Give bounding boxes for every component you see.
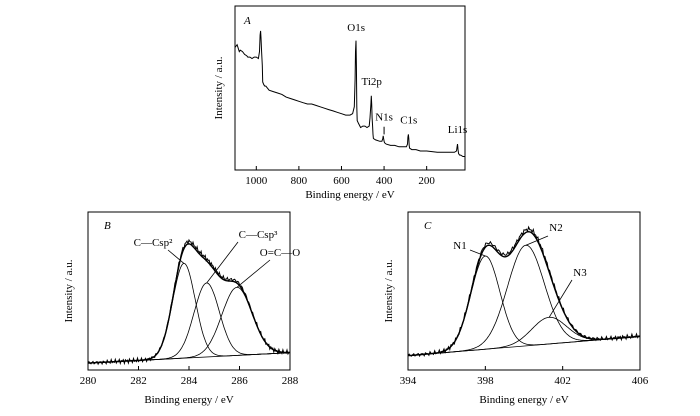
panel-b-peak-label-2: C—Csp³ <box>239 229 278 241</box>
panel-c-component-1 <box>407 255 641 356</box>
panel-b-xtick-label: 280 <box>80 375 97 387</box>
panel-a-spectrum-line <box>234 30 465 157</box>
panel-a-peak-label: N1s <box>375 112 393 124</box>
panel-c-component-3 <box>407 316 641 356</box>
panel-a-peak-label: Li1s <box>448 124 468 136</box>
panel-a-xtick-label: 1000 <box>245 175 268 187</box>
panel-c-ylabel: Intensity / a.u. <box>383 259 395 322</box>
panel-a-ylabel: Intensity / a.u. <box>213 56 225 119</box>
panel-b-xlabel: Binding energy / eV <box>144 394 233 406</box>
panel-a-label: A <box>243 15 251 27</box>
panel-c-plot: 394 398 402 406 N1 N2 N3 <box>400 222 649 387</box>
panel-b-peak-arrow-3 <box>236 259 271 288</box>
panel-a-plot: 1000 800 600 400 200 O1s Ti2p N1s C1s Li1s <box>234 22 468 187</box>
panel-c-xlabel: Binding energy / eV <box>479 394 568 406</box>
panel-c-peak-arrow-1 <box>469 249 486 257</box>
panel-b-peak-label-1: C—Csp² <box>134 237 173 249</box>
panel-c-frame <box>407 211 641 371</box>
panel-c-xtick-label: 398 <box>477 375 494 387</box>
panel-a-xtick-label: 800 <box>291 175 308 187</box>
panel-b-component-3 <box>88 286 290 364</box>
panel-b-ylabel: Intensity / a.u. <box>63 259 75 322</box>
panel-c-xtick-label: 394 <box>400 375 417 387</box>
panel-b-fit-envelope <box>88 243 290 364</box>
panel-a-peak-label: C1s <box>400 115 417 127</box>
panel-b-xtick-label: 288 <box>282 375 299 387</box>
panel-c-peak-arrow-2 <box>525 235 549 246</box>
panel-a-xtick-label: 400 <box>376 175 393 187</box>
panel-a-xtick-label: 600 <box>333 175 350 187</box>
panel-b-peak-label-3: O=C—O <box>260 247 300 259</box>
panel-b-component-2 <box>88 282 290 364</box>
panel-b-peak-arrow-2 <box>206 241 239 284</box>
panel-c-peak-label-1: N1 <box>453 240 466 252</box>
panel-a-xtick-label: 200 <box>418 175 435 187</box>
panel-b-component-1 <box>88 262 290 364</box>
panel-b-peak-arrow-1 <box>167 249 185 264</box>
panel-a-peak-label: Ti2p <box>362 76 383 88</box>
panel-c-label: C <box>424 220 432 232</box>
panel-c-peak-label-3: N3 <box>573 267 587 279</box>
panel-b-xtick-label: 284 <box>181 375 198 387</box>
panel-a-frame <box>234 5 466 171</box>
panel-c-fit-envelope <box>407 230 641 357</box>
panel-b-plot: 280 282 284 286 288 C—Csp² C—Csp³ O=C—O <box>80 229 301 387</box>
panel-b-xtick-label: 282 <box>130 375 147 387</box>
panel-a-peak-label: O1s <box>347 22 365 34</box>
panel-b-xtick-label: 286 <box>231 375 248 387</box>
panel-c-xtick-label: 406 <box>632 375 649 387</box>
panel-b-label: B <box>104 220 111 232</box>
panel-c-peak-label-2: N2 <box>549 222 562 234</box>
panel-c-peak-arrow-3 <box>548 279 573 318</box>
panel-a-xlabel: Binding energy / eV <box>305 189 394 201</box>
panel-c-xtick-label: 402 <box>554 375 571 387</box>
